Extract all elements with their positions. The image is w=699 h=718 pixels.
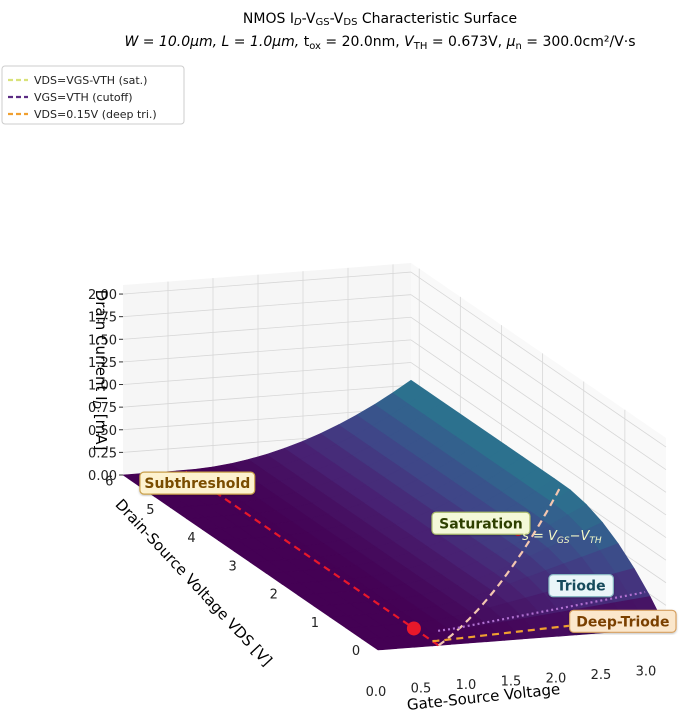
x-tick-label: 0.0 [366, 685, 387, 700]
x-tick-label: 2.0 [546, 671, 567, 686]
annotation-text: Triode [557, 579, 606, 595]
z-tick-label: 1.25 [88, 356, 117, 371]
z-tick-label: 1.75 [88, 311, 117, 326]
annotation-deep-triode: Deep-Triode [569, 609, 677, 633]
deep-triode-line [432, 614, 658, 643]
x-tick-label: 2.5 [591, 668, 612, 683]
saturation-line [437, 485, 562, 647]
y-tick-label: 3 [228, 559, 236, 574]
z-tick-label: 1.50 [88, 333, 117, 348]
z-tick-label: 1.00 [88, 379, 117, 394]
legend-label: VGS=VTH (cutoff) [34, 91, 132, 104]
z-tick-label: 2.00 [88, 288, 117, 303]
saturation-boundary-label: s = VGS−VTH [522, 529, 602, 546]
z-tick-label: 0.50 [88, 424, 117, 439]
x-tick-label: 1.5 [501, 675, 522, 690]
y-tick-label: 2 [270, 588, 278, 603]
chart-title: NMOS ID-VGS-VDS Characteristic Surface [243, 11, 517, 28]
y-tick-label: 5 [146, 503, 154, 518]
y-tick-label: 4 [187, 531, 195, 546]
x-tick-label: 1.0 [456, 678, 477, 693]
y-tick-label: 1 [311, 616, 319, 631]
legend-frame [1, 65, 185, 125]
y-tick-label: 0 [352, 644, 360, 659]
cutoff-line [182, 469, 440, 647]
region-annotations: Subthreshold Saturation Triode Deep-Triode s… [139, 471, 677, 633]
z-axis-label: Drain Current ID [mA] [90, 290, 110, 451]
cutoff-point [406, 621, 421, 636]
mid-triode-line [437, 591, 646, 632]
annotation-text: Subthreshold [144, 476, 250, 492]
axis-ticks: 0.000.250.500.751.001.251.501.752.000.0 0… [88, 288, 656, 700]
surface-mesh [122, 379, 667, 651]
annotation-triode: Triode [548, 574, 614, 598]
x-tick-label: 3.0 [636, 664, 657, 679]
z-tick-label: 0.75 [88, 401, 117, 416]
annotation-subthreshold: Subthreshold [139, 471, 256, 495]
legend-label: VDS=VGS-VTH (sat.) [34, 74, 147, 87]
legend-label: VDS=0.15V (deep tri.) [34, 108, 157, 121]
y-tick-label: 6 [105, 475, 113, 490]
annotation-saturation: Saturation [431, 511, 531, 535]
z-tick-label: 0.00 [88, 469, 117, 484]
z-tick-label: 0.25 [88, 446, 117, 461]
x-tick-label: 0.5 [411, 682, 432, 697]
legend: VDS=VGS-VTH (sat.) VGS=VTH (cutoff) VDS=0.… [1, 65, 185, 125]
annotation-text: Deep-Triode [576, 614, 669, 630]
chart-subtitle: W = 10.0μm, L = 1.0μm, tox = 20.0nm, VTH… [124, 34, 635, 52]
annotation-text: Saturation [439, 516, 523, 532]
